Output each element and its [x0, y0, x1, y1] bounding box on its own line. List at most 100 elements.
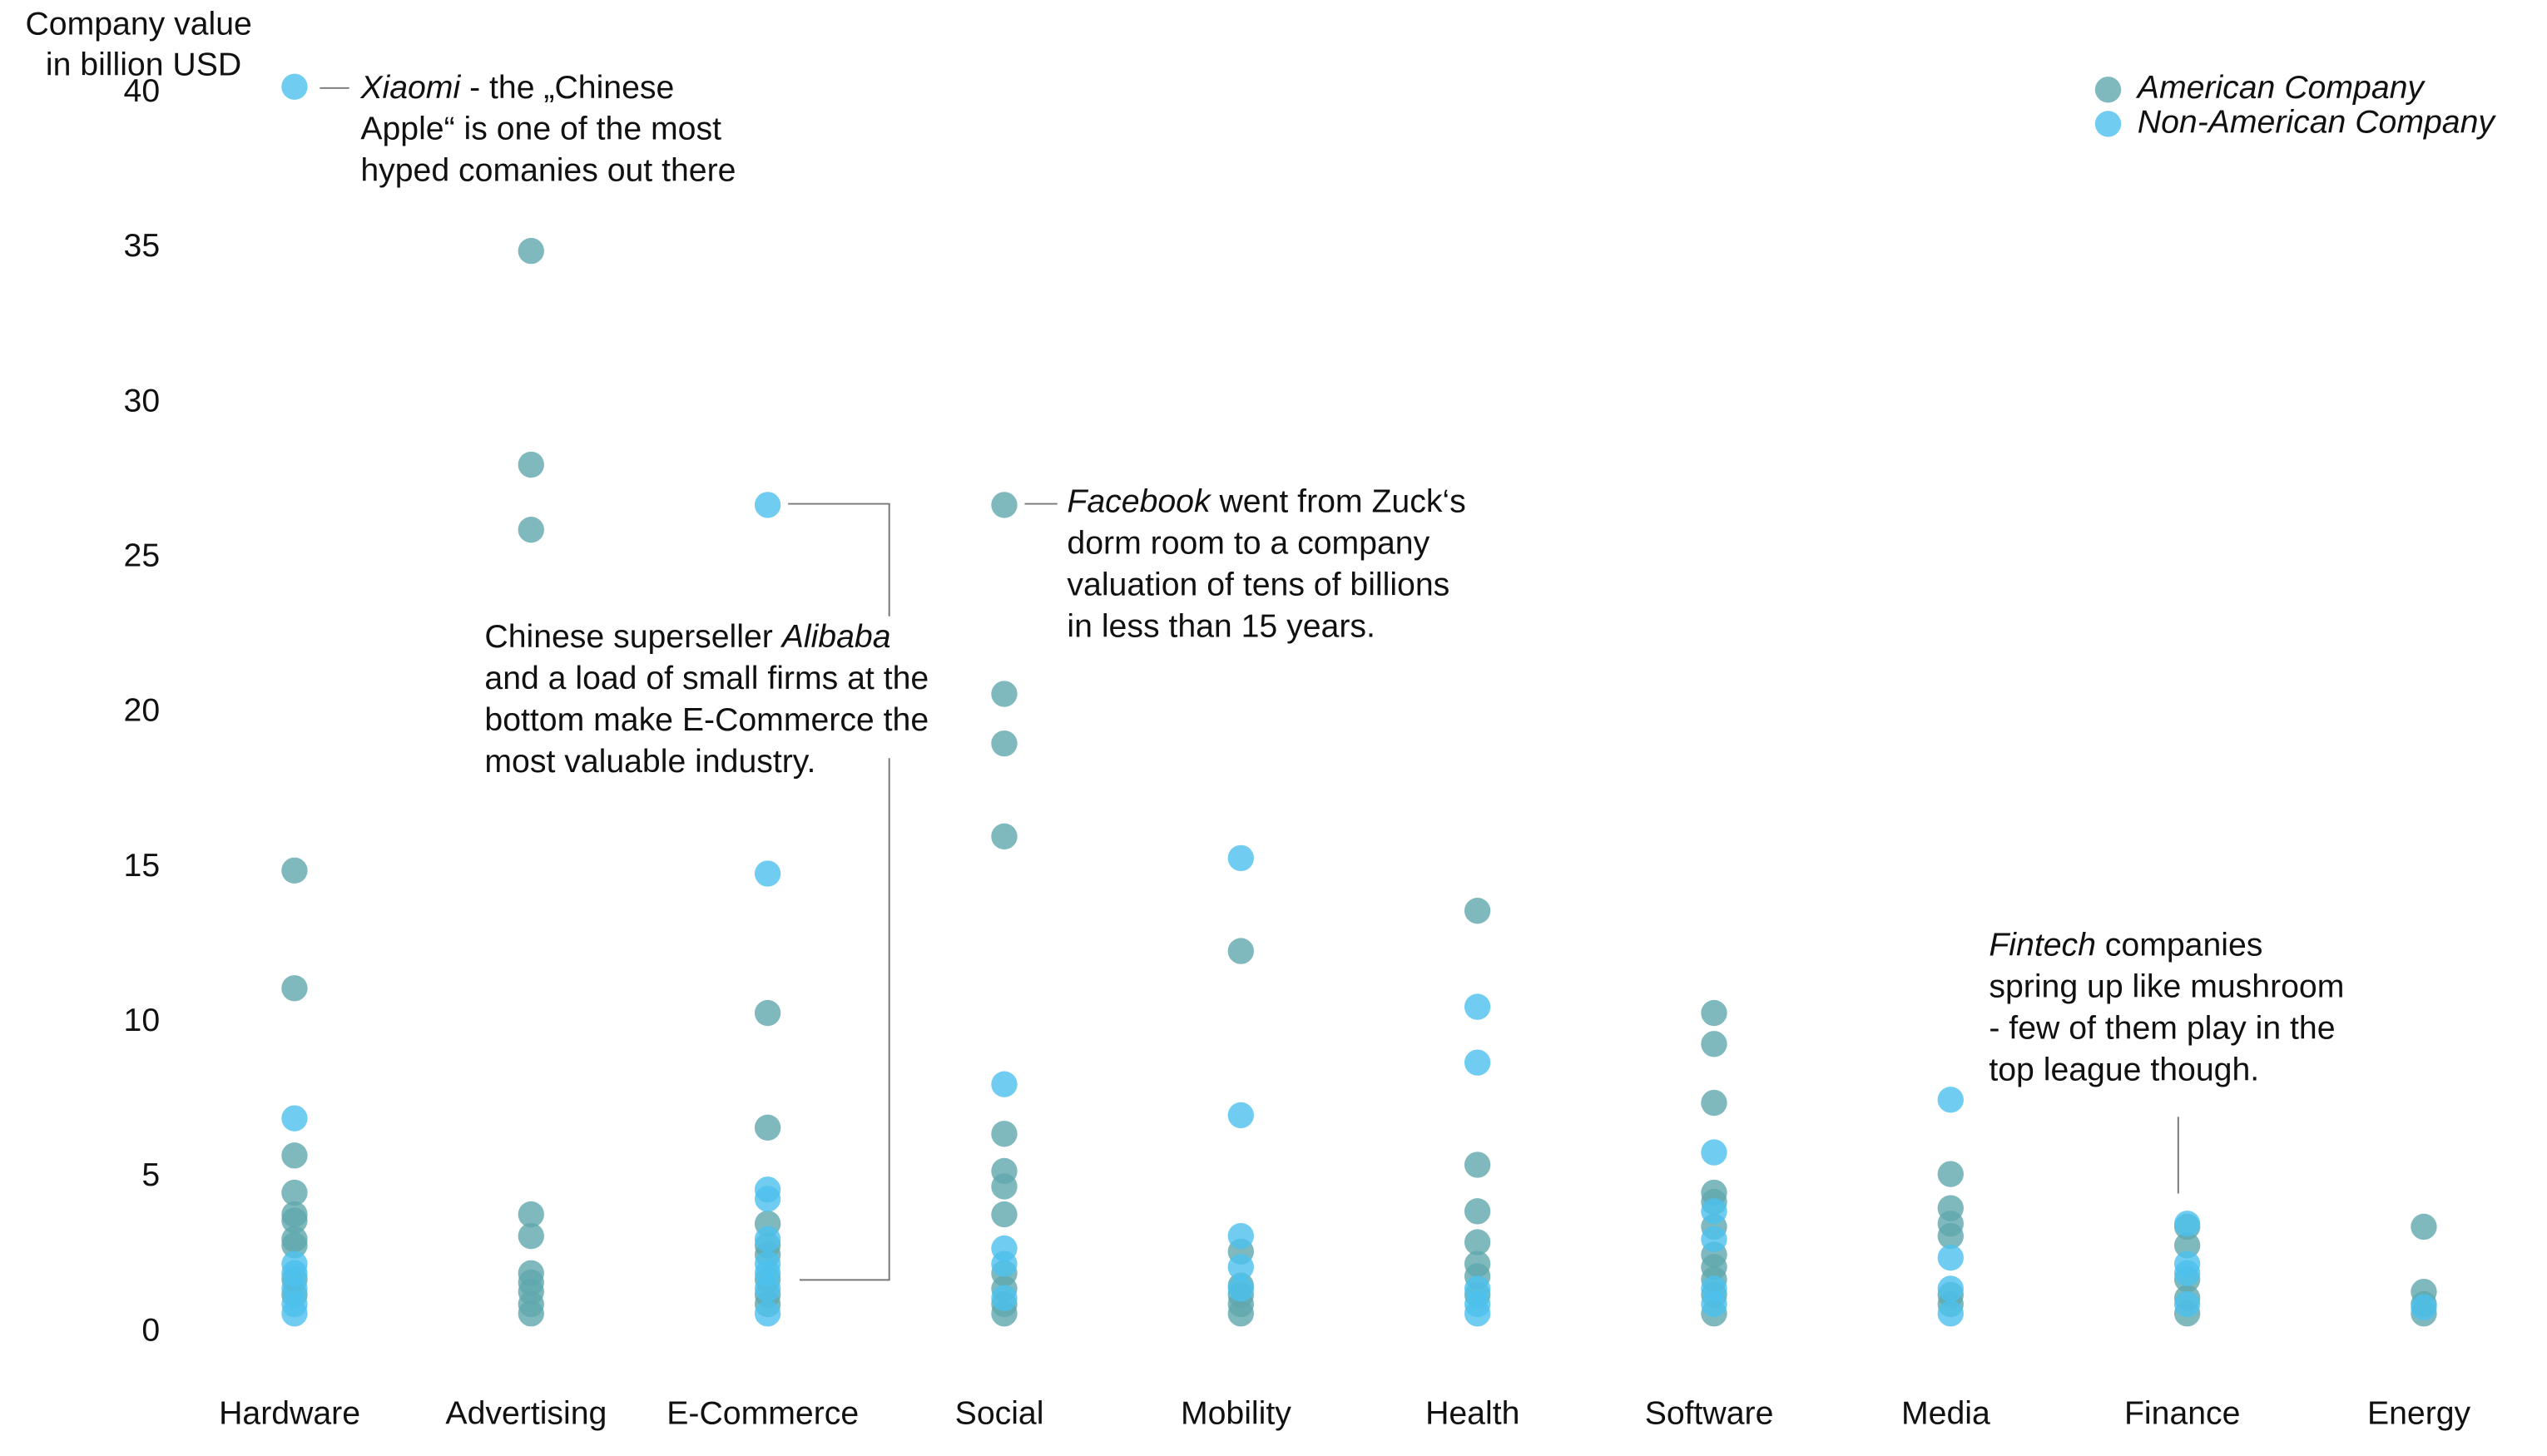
dot: [1464, 1198, 1491, 1225]
dot: [1937, 1087, 1964, 1113]
annotation-text: Alibaba: [780, 620, 891, 656]
dot: [518, 237, 544, 265]
x-tick-label: Health: [1425, 1395, 1519, 1431]
legend-label: American Company: [2136, 70, 2426, 106]
dot: [1464, 898, 1491, 924]
y-tick-label: 25: [124, 538, 161, 574]
dot: [991, 492, 1018, 518]
annotation-text: Xiaomi: [359, 70, 461, 106]
dot: [1937, 1245, 1964, 1271]
dot: [1701, 1226, 1727, 1253]
dot: [1701, 1290, 1727, 1318]
legend-label: Non-American Company: [2138, 104, 2497, 140]
dot: [281, 73, 308, 100]
annotation-text: - the „Chinese: [460, 70, 674, 106]
dot: [754, 1300, 781, 1327]
dot: [1227, 1300, 1254, 1327]
annotation: Fintech companies: [1989, 928, 2262, 963]
annotation-text: spring up like mushroom: [1989, 969, 2344, 1005]
annotation: Xiaomi - the „Chinese: [359, 70, 674, 106]
annotation-text: Apple“ is one of the most: [360, 111, 721, 147]
dot: [1464, 993, 1491, 1020]
dot: [1701, 1031, 1727, 1057]
dot: [281, 1232, 308, 1259]
legend-marker: [2094, 77, 2122, 103]
dot: [991, 1121, 1018, 1147]
legend-marker: [2094, 111, 2122, 137]
annotation-text: companies: [2096, 928, 2262, 963]
dot: [1227, 1222, 1254, 1250]
dot: [2173, 1290, 2201, 1318]
annotation-text: - few of them play in the: [1989, 1011, 2335, 1047]
y-tick-label: 30: [124, 383, 161, 418]
dot: [1937, 1275, 1964, 1302]
x-tick-label: Media: [1901, 1395, 1990, 1431]
dot: [518, 1222, 544, 1250]
annotation: valuation of tens of billions: [1067, 567, 1449, 603]
annotation-text: valuation of tens of billions: [1067, 567, 1449, 603]
dot: [1227, 1275, 1254, 1302]
annotation: Apple“ is one of the most: [360, 111, 721, 147]
dot: [754, 492, 781, 518]
dot: [1227, 844, 1254, 872]
annotation-text: hyped comanies out there: [360, 153, 736, 189]
dot: [2411, 1213, 2437, 1241]
dot: [1227, 1102, 1254, 1129]
y-tick-label: 15: [124, 848, 161, 884]
dot: [2173, 1232, 2201, 1259]
annotation: spring up like mushroom: [1989, 969, 2344, 1005]
annotation-text: went from Zuck‘s: [1211, 484, 1466, 520]
annotation-text: Chinese superseller: [484, 620, 781, 656]
dot: [991, 1071, 1018, 1097]
x-tick-label: E-Commerce: [666, 1395, 859, 1431]
annotation: top league though.: [1989, 1052, 2259, 1088]
annotation-text: top league though.: [1989, 1052, 2259, 1088]
x-tick-label: Advertising: [445, 1395, 607, 1431]
dot: [1464, 1300, 1491, 1327]
x-tick-label: Finance: [2124, 1395, 2240, 1431]
y-axis-label: in billion USD: [46, 47, 241, 83]
dot: [518, 451, 544, 478]
annotation: dorm room to a company: [1067, 526, 1430, 562]
dot: [991, 1285, 1018, 1311]
dot: [281, 1300, 308, 1327]
annotation-text: most valuable industry.: [484, 744, 815, 780]
annotation: and a load of small firms at the: [484, 661, 929, 697]
dot: [1701, 999, 1727, 1027]
dot: [518, 1300, 544, 1327]
dot: [281, 1179, 308, 1206]
leader-line: [788, 503, 890, 1281]
annotation: Facebook went from Zuck‘s: [1067, 484, 1465, 520]
y-tick-label: 20: [124, 693, 161, 729]
dot: [754, 999, 781, 1027]
dot: [1701, 1139, 1727, 1166]
annotation-text: in less than 15 years.: [1067, 609, 1375, 645]
annotation-text: bottom make E-Commerce the: [484, 703, 929, 739]
dot: [1464, 1151, 1491, 1178]
dot: [1464, 1229, 1491, 1255]
dot: [991, 681, 1018, 707]
dot: [991, 730, 1018, 757]
dot: [2411, 1294, 2437, 1320]
dot: [991, 1250, 1018, 1277]
x-tick-label: Software: [1645, 1395, 1774, 1431]
annotation: - few of them play in the: [1989, 1011, 2335, 1047]
y-tick-label: 10: [124, 1003, 161, 1038]
dot: [1937, 1161, 1964, 1187]
dot: [1937, 1222, 1964, 1250]
x-tick-label: Social: [955, 1395, 1044, 1431]
dot: [2173, 1260, 2201, 1286]
dot: [1227, 1254, 1254, 1280]
annotation: in less than 15 years.: [1067, 609, 1375, 645]
dot: [1701, 1198, 1727, 1225]
dot: [281, 857, 308, 884]
y-axis-label: Company value: [25, 7, 251, 42]
dot: [754, 860, 781, 887]
annotation: most valuable industry.: [484, 744, 815, 780]
annotation: Chinese superseller Alibaba: [484, 620, 890, 656]
y-tick-label: 35: [124, 228, 161, 264]
y-tick-label: 5: [141, 1157, 160, 1193]
annotation-text: Facebook: [1067, 484, 1212, 520]
dot: [281, 1207, 308, 1234]
